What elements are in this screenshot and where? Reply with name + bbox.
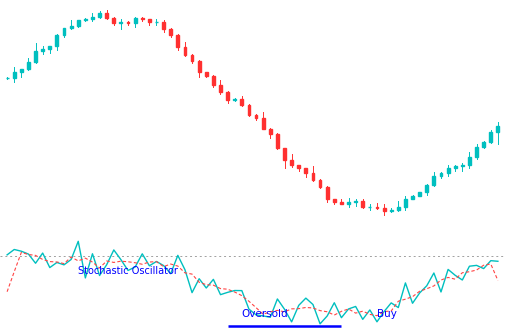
Bar — [297, 165, 300, 168]
Text: Buy: Buy — [377, 309, 397, 319]
Bar — [120, 22, 122, 23]
Bar — [489, 132, 492, 141]
Bar — [113, 18, 115, 23]
Bar — [454, 166, 457, 168]
Bar — [240, 98, 243, 104]
Bar — [226, 92, 229, 100]
Bar — [169, 29, 172, 35]
Bar — [41, 49, 44, 51]
Bar — [439, 173, 442, 176]
Bar — [134, 18, 136, 23]
Bar — [198, 61, 200, 72]
Bar — [148, 19, 151, 22]
Bar — [482, 141, 485, 147]
Bar — [205, 72, 208, 76]
Text: Stochastic Oscillator: Stochastic Oscillator — [78, 266, 178, 277]
Bar — [247, 104, 250, 115]
Bar — [34, 51, 37, 62]
Bar — [390, 210, 392, 211]
Bar — [84, 19, 87, 20]
Bar — [496, 126, 499, 132]
Bar — [183, 47, 186, 55]
Bar — [27, 62, 30, 69]
Bar — [461, 165, 464, 166]
Bar — [63, 28, 66, 35]
Bar — [290, 160, 293, 165]
Bar — [425, 185, 428, 192]
Bar — [162, 22, 165, 29]
Bar — [312, 173, 315, 180]
Bar — [176, 35, 179, 47]
Bar — [475, 147, 478, 157]
Bar — [418, 192, 421, 196]
Bar — [262, 118, 265, 129]
Bar — [98, 13, 101, 17]
Bar — [48, 46, 51, 49]
Bar — [340, 202, 343, 204]
Bar — [20, 69, 23, 72]
Bar — [70, 27, 73, 28]
Bar — [283, 148, 286, 160]
Bar — [212, 76, 215, 85]
Bar — [347, 202, 350, 204]
Bar — [91, 17, 94, 19]
Bar — [305, 168, 307, 173]
Bar — [255, 115, 258, 118]
Bar — [233, 98, 236, 100]
Bar — [383, 209, 385, 211]
Bar — [127, 22, 129, 23]
Bar — [397, 207, 400, 210]
Bar — [411, 196, 414, 199]
Bar — [276, 134, 279, 148]
Bar — [319, 180, 322, 187]
Bar — [468, 157, 471, 165]
Bar — [326, 187, 329, 200]
Bar — [105, 13, 108, 18]
Bar — [361, 201, 364, 207]
Text: Oversold: Oversold — [242, 309, 288, 319]
Bar — [190, 55, 193, 61]
Bar — [219, 85, 222, 92]
Bar — [333, 200, 336, 202]
Bar — [376, 207, 378, 209]
Bar — [56, 35, 58, 46]
Bar — [404, 199, 407, 207]
Bar — [77, 20, 80, 27]
Bar — [269, 129, 272, 134]
Bar — [432, 176, 435, 185]
Bar — [354, 201, 357, 202]
Bar — [447, 168, 449, 173]
Bar — [13, 72, 16, 78]
Bar — [141, 18, 144, 19]
